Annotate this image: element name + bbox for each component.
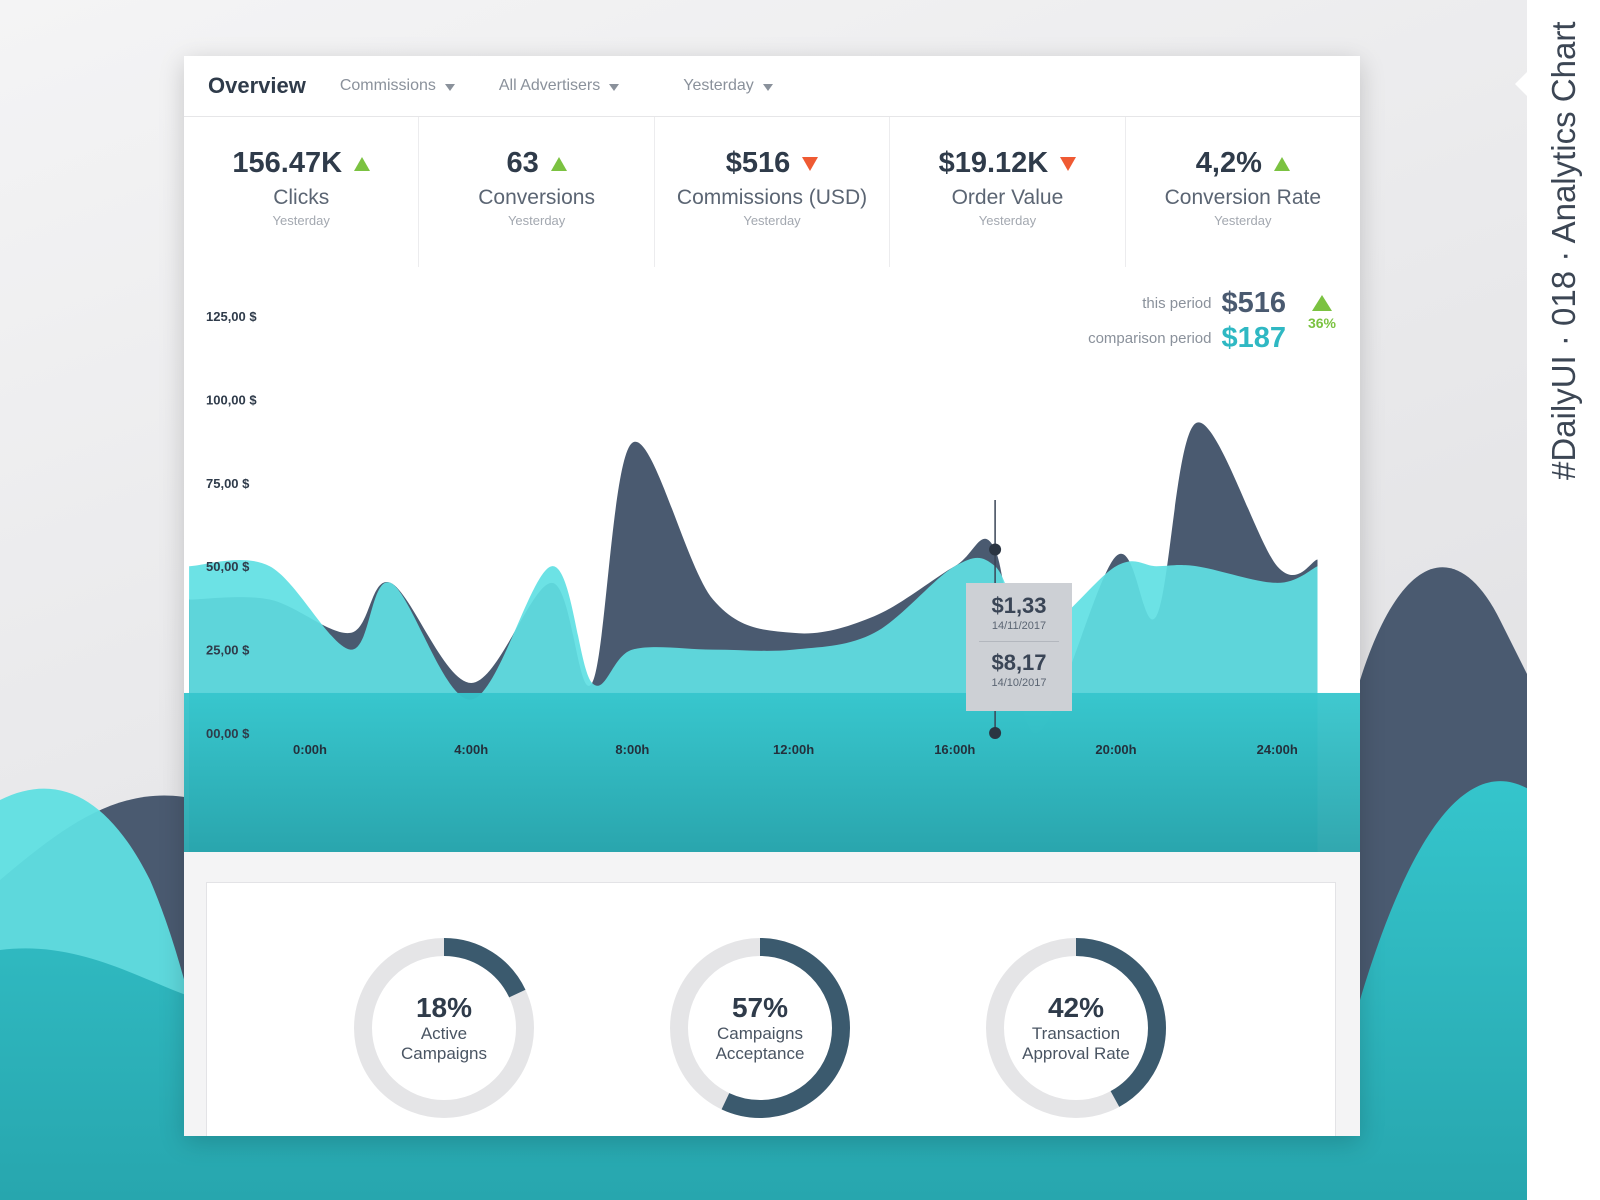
side-label: #DailyUI · 018 · Analytics Chart — [1545, 21, 1582, 480]
x-tick-label: 4:00h — [454, 742, 488, 757]
kpi-period: Yesterday — [1214, 213, 1272, 228]
kpi-label: Conversions — [478, 186, 595, 209]
trend-up-icon — [1311, 295, 1332, 311]
gauges-box: 18% Active Campaigns 57% Campaigns Accep… — [206, 882, 1336, 1136]
chart-tooltip: $1,33 14/11/2017 $8,17 14/10/2017 — [966, 583, 1072, 711]
trend-down-icon — [802, 156, 819, 171]
kpi-conversions: 63 Conversions Yesterday — [419, 117, 655, 267]
y-tick-label: 125,00 $ — [206, 309, 257, 324]
kpi-conversion-rate: 4,2% Conversion Rate Yesterday — [1126, 117, 1360, 267]
kpi-value: 4,2% — [1195, 147, 1262, 179]
kpi-value: 156.47K — [232, 147, 343, 179]
tooltip-date-comparison: 14/10/2017 — [991, 677, 1047, 689]
x-tick-label: 16:00h — [934, 742, 975, 757]
commissions-chart[interactable]: 00,00 $ 25,00 $ 50,00 $ 75,00 $ 100,00 $ 125,… — [184, 267, 1360, 852]
y-tick-label: 25,00 $ — [206, 643, 250, 658]
legend-this-period: this period $516 — [1088, 287, 1286, 320]
gauge-campaigns-acceptance: 57% Campaigns Acceptance — [668, 936, 852, 1120]
legend-change: 36% — [1308, 295, 1336, 331]
advertisers-dropdown-label: All Advertisers — [498, 77, 601, 94]
x-tick-label: 0:00h — [293, 742, 327, 757]
y-tick-label: 100,00 $ — [206, 392, 257, 407]
gauge-percent: 42% — [1047, 992, 1105, 1023]
trend-up-icon — [354, 156, 371, 171]
gauge-label-line1: Active — [420, 1024, 468, 1043]
x-tick-label: 20:00h — [1095, 742, 1136, 757]
kpi-period: Yesterday — [507, 213, 566, 228]
legend-this-value: $516 — [1221, 287, 1286, 319]
gauge-arc — [670, 938, 850, 1118]
commissions-dropdown-label: Commissions — [339, 77, 436, 94]
top-bar: Overview Commissions All Advertisers Yes… — [184, 56, 1360, 117]
x-tick-label: 8:00h — [615, 742, 649, 757]
gauge-percent: 57% — [731, 992, 789, 1023]
kpi-period: Yesterday — [272, 213, 330, 228]
legend-comparison-period: comparison period $187 — [1088, 322, 1286, 355]
kpi-label: Clicks — [273, 186, 330, 209]
gauge-percent: 18% — [415, 992, 473, 1023]
kpi-order-value: $19.12K Order Value Yesterday — [890, 117, 1126, 267]
legend-change-pct: 36% — [1307, 315, 1336, 331]
tooltip-date-current: 14/11/2017 — [991, 620, 1047, 632]
analytics-card: Overview Commissions All Advertisers Yes… — [184, 56, 1360, 1136]
kpi-value: 63 — [506, 147, 539, 179]
kpi-commissions: $516 Commissions (USD) Yesterday — [655, 117, 891, 267]
gauge-label-line2: Acceptance — [715, 1044, 805, 1063]
page-title: Overview — [208, 73, 306, 98]
advertisers-dropdown[interactable]: All Advertisers — [498, 77, 620, 95]
gauge-active-campaigns: 18% Active Campaigns — [352, 936, 536, 1120]
commissions-dropdown[interactable]: Commissions — [340, 77, 455, 95]
side-notch — [1515, 70, 1529, 98]
period-dropdown-label: Yesterday — [683, 77, 754, 94]
x-tick-label: 24:00h — [1257, 742, 1298, 757]
kpi-period: Yesterday — [978, 213, 1037, 228]
kpi-clicks: 156.47K Clicks Yesterday — [184, 117, 420, 267]
y-tick-label: 00,00 $ — [206, 726, 250, 741]
legend-this-label: this period — [1142, 295, 1212, 312]
kpi-value: $516 — [725, 147, 791, 179]
kpi-row: 156.47K Clicks Yesterday 63 Conversions … — [184, 117, 1360, 268]
chevron-down-icon — [609, 83, 620, 91]
trend-up-icon — [1273, 156, 1290, 171]
gauge-transaction-approval: 42% Transaction Approval Rate — [984, 936, 1168, 1120]
trend-down-icon — [1060, 156, 1077, 171]
highlight-point-this-period[interactable] — [989, 543, 1002, 556]
chevron-down-icon — [762, 83, 773, 91]
gauge-arc — [986, 938, 1166, 1118]
gauge-label-line1: Transaction — [1031, 1024, 1121, 1043]
gauge-label-line1: Campaigns — [717, 1024, 803, 1043]
chart-base-band — [184, 692, 1360, 852]
area-chart[interactable]: 00,00 $ 25,00 $ 50,00 $ 75,00 $ 100,00 $ 125,… — [184, 267, 1360, 852]
kpi-label: Conversion Rate — [1164, 186, 1322, 209]
gauge-label-line2: Campaigns — [401, 1044, 487, 1063]
gauge-arc — [354, 938, 534, 1118]
legend-comp-label: comparison period — [1088, 330, 1212, 347]
legend-comp-value: $187 — [1221, 322, 1286, 354]
trend-up-icon — [550, 156, 567, 171]
tooltip-value-comparison: $8,17 — [991, 650, 1047, 675]
kpi-period: Yesterday — [743, 213, 801, 228]
highlight-point-comparison[interactable] — [989, 727, 1002, 739]
x-tick-label: 12:00h — [773, 742, 814, 757]
period-dropdown[interactable]: Yesterday — [683, 77, 773, 95]
bottom-panel: 18% Active Campaigns 57% Campaigns Accep… — [184, 852, 1360, 1136]
tooltip-value-current: $1,33 — [991, 593, 1047, 618]
kpi-label: Commissions (USD) — [676, 186, 868, 209]
kpi-label: Order Value — [951, 186, 1064, 209]
period-legend: this period $516 comparison period $187 … — [1088, 287, 1336, 355]
gauge-label-line2: Approval Rate — [1022, 1044, 1130, 1063]
y-tick-label: 50,00 $ — [206, 559, 250, 574]
side-strip — [1527, 0, 1600, 1200]
kpi-value: $19.12K — [938, 147, 1049, 179]
y-tick-label: 75,00 $ — [206, 476, 250, 491]
chevron-down-icon — [444, 83, 455, 91]
tooltip-divider — [979, 641, 1059, 642]
